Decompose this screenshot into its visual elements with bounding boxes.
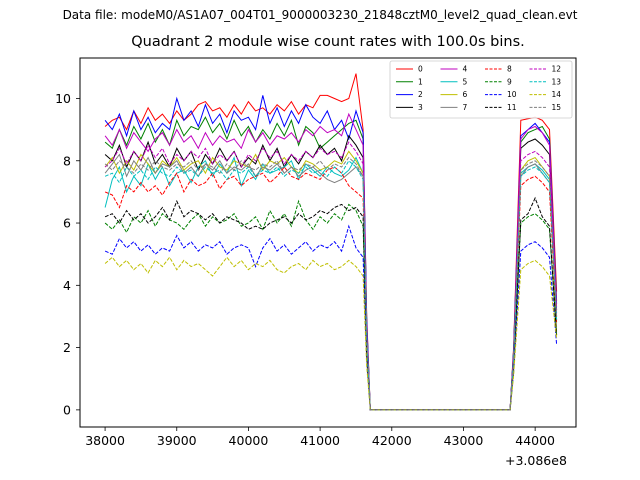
- x-tick-label: 43000: [444, 433, 484, 448]
- series-line-2: [104, 95, 558, 411]
- axes: 38000 39000 40000 41000 42000 43000 44000 0 2 4 6 8…: [55, 57, 577, 448]
- legend-label-11: 11: [507, 103, 517, 112]
- series-line-12: [104, 141, 558, 411]
- series-line-7: [104, 153, 558, 411]
- y-tick-label: 10: [55, 91, 71, 106]
- x-tick-label: 39000: [157, 433, 197, 448]
- legend-label-3: 3: [418, 103, 423, 112]
- legend-label-2: 2: [418, 90, 423, 99]
- x-tick-label: 44000: [515, 433, 555, 448]
- series-line-9: [104, 199, 558, 411]
- legend-label-14: 14: [552, 90, 562, 99]
- series-line-10: [104, 224, 558, 411]
- legend-label-15: 15: [552, 103, 562, 112]
- series-line-11: [104, 196, 558, 411]
- legend-label-1: 1: [418, 77, 423, 86]
- legend-label-10: 10: [507, 90, 517, 99]
- series-line-3: [104, 134, 558, 411]
- legend-label-9: 9: [507, 77, 512, 86]
- series-line-0: [104, 73, 558, 411]
- y-tick-label: 2: [63, 340, 71, 355]
- legend-label-12: 12: [552, 65, 562, 74]
- plot-frame: [79, 57, 577, 428]
- y-tick-label: 8: [63, 153, 71, 168]
- legend-label-7: 7: [463, 103, 468, 112]
- y-tick-label: 6: [63, 216, 71, 231]
- legend-label-13: 13: [552, 77, 562, 86]
- legend-label-5: 5: [463, 77, 468, 86]
- x-tick-label: 42000: [372, 433, 412, 448]
- x-tick-label: 38000: [85, 433, 125, 448]
- legend-label-0: 0: [418, 65, 423, 74]
- series-line-6: [104, 150, 558, 411]
- x-tick-label: 40000: [229, 433, 269, 448]
- y-tick-label: 0: [63, 402, 71, 417]
- series-line-13: [104, 160, 558, 411]
- x-tick-label: 41000: [300, 433, 340, 448]
- legend-label-6: 6: [463, 90, 468, 99]
- y-tick-label: 4: [63, 278, 71, 293]
- legend-label-4: 4: [463, 65, 468, 74]
- series-line-8: [104, 166, 558, 411]
- series-line-5: [104, 156, 558, 411]
- x-axis-offset-label: +3.086e8: [505, 453, 567, 468]
- series-line-14: [104, 256, 558, 411]
- data-file-suptitle: Data file: modeM0/AS1A07_004T01_90000032…: [62, 8, 578, 22]
- legend-box: [389, 60, 573, 119]
- series-lines: [104, 73, 558, 411]
- chart-title: Quadrant 2 module wise count rates with …: [131, 34, 525, 50]
- legend-label-8: 8: [507, 65, 512, 74]
- series-line-15: [104, 156, 558, 411]
